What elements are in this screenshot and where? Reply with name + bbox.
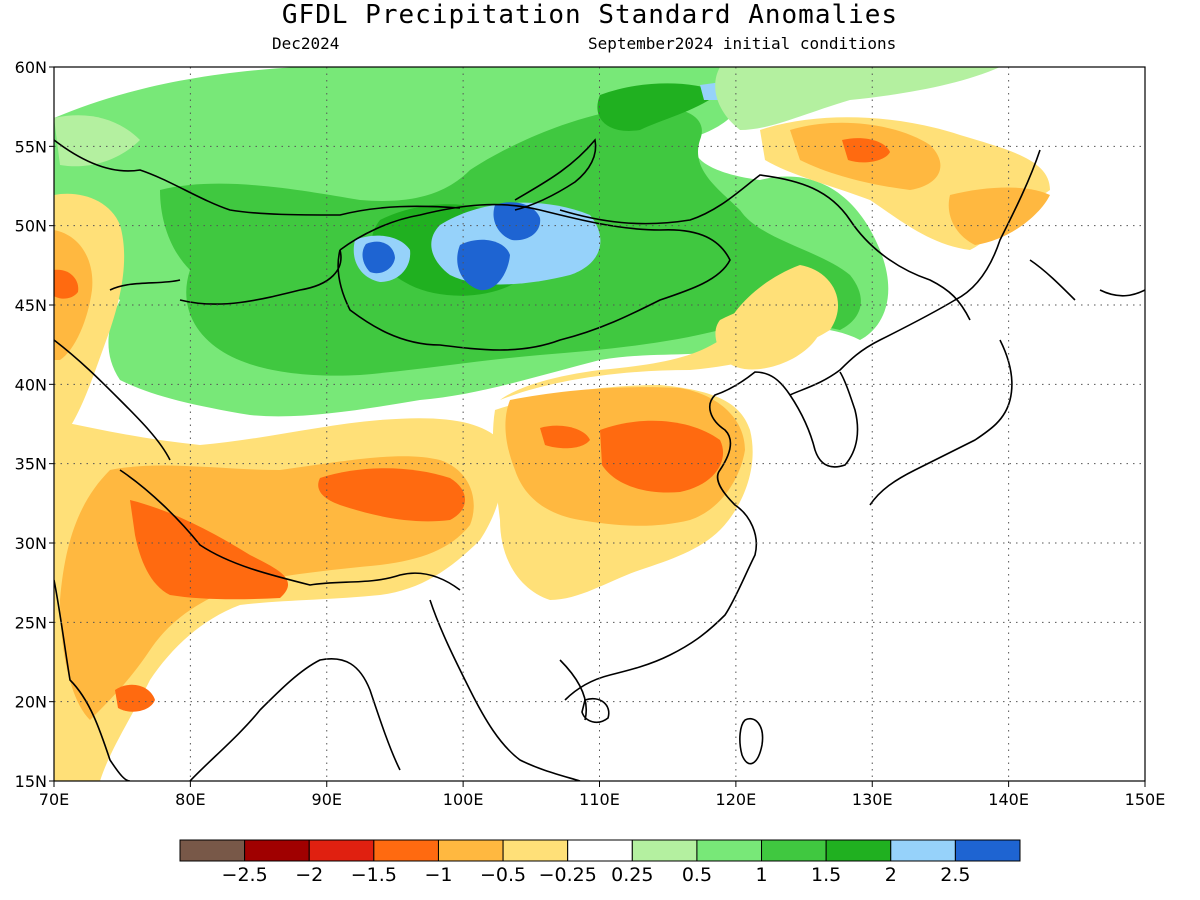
colorbar-label: 1.5: [811, 864, 841, 886]
colorbar-label: −2.5: [222, 864, 268, 886]
japan-outline: [869, 259, 1145, 506]
field-neg-west-strong: [54, 269, 79, 299]
field-neg-northeast-strong: [842, 138, 890, 163]
colorbar-label: 0.5: [682, 864, 712, 886]
field-neg-india-strong: [115, 684, 155, 712]
colorbar-label: 2.5: [940, 864, 970, 886]
colorbar-label: 2: [885, 864, 897, 886]
field-neg-korea: [715, 299, 823, 370]
field-light-green-ne: [715, 67, 1000, 130]
colorbar-swatch: [373, 839, 439, 862]
coastlines: [54, 138, 1145, 781]
colorbar-label: 0.25: [611, 864, 653, 886]
colorbar-swatch: [308, 839, 375, 862]
lat-tick-label: 45N: [15, 296, 47, 315]
himalaya-border: [119, 469, 461, 591]
colorbar-swatch: [567, 839, 633, 862]
lat-tick-label: 55N: [15, 137, 47, 156]
lat-tick-label: 25N: [15, 613, 47, 632]
lake-balkhash: [109, 279, 181, 291]
colorbar-swatch: [502, 839, 569, 862]
valid-month-label: Dec2024: [272, 34, 340, 53]
colorbar-swatch: [437, 839, 504, 862]
lon-tick-label: 90E: [312, 790, 342, 809]
colorbar-swatch: [631, 839, 698, 862]
colorbar-swatch: [890, 839, 956, 862]
east-coast: [564, 149, 1041, 701]
taiwan-outline: [739, 718, 764, 765]
initial-conditions-label: September2024 initial conditions: [588, 34, 897, 53]
field-neg-central-china-strong: [600, 420, 724, 493]
se-asia-outline: [429, 599, 587, 781]
field-dark-blue-3: [362, 241, 395, 274]
central-asia-border: [54, 249, 342, 461]
russia-border: [54, 139, 971, 321]
colorbar-swatch: [179, 839, 246, 862]
lon-tick-label: 80E: [175, 790, 205, 809]
lat-tick-label: 30N: [15, 534, 47, 553]
field-neg-china: [500, 265, 839, 400]
colorbar-swatch: [825, 839, 892, 862]
colorbar-swatch: [761, 839, 827, 862]
field-neg-manchuria: [948, 187, 1050, 245]
colorbar-label: −2: [295, 864, 323, 886]
colorbar-swatch: [696, 839, 763, 862]
colorbar: −2.5 −2 −1.5 −1 −0.5 −0.25 0.25 0.5 1 1.5 2 2.5: [179, 839, 1021, 886]
lat-tick-label: 20N: [15, 693, 47, 712]
colorbar-label: 1: [755, 864, 767, 886]
longitude-ticks: 70E 80E 90E 100E 110E 120E 130E 140E 150E: [39, 781, 1166, 809]
colorbar-label: −0.5: [480, 864, 526, 886]
lon-tick-label: 100E: [443, 790, 484, 809]
field-neg-central-china-strong-2: [540, 425, 590, 449]
lat-tick-label: 50N: [15, 217, 47, 236]
lon-tick-label: 130E: [852, 790, 893, 809]
field-mongolia-green-dark: [597, 83, 720, 131]
colorbar-swatch: [954, 839, 1021, 862]
china-mongolia-border: [337, 203, 731, 351]
field-light-green-nw: [54, 115, 140, 167]
lon-tick-label: 150E: [1125, 790, 1166, 809]
lat-tick-label: 15N: [15, 772, 47, 791]
colorbar-label: −0.25: [539, 864, 597, 886]
latitude-ticks: 15N 20N 25N 30N 35N 40N 45N 50N 55N 60N: [15, 58, 54, 791]
map-title: GFDL Precipitation Standard Anomalies: [281, 0, 899, 30]
lat-tick-label: 40N: [15, 375, 47, 394]
lon-tick-label: 110E: [579, 790, 620, 809]
field-dark-blue-2: [493, 202, 541, 241]
colorbar-label: −1: [424, 864, 452, 886]
anomaly-shading: [54, 67, 1145, 781]
india-outline: [54, 579, 401, 781]
field-neg-tibet-strong-2: [318, 468, 465, 522]
lon-tick-label: 140E: [988, 790, 1029, 809]
colorbar-label: −1.5: [351, 864, 397, 886]
colorbar-swatch: [244, 839, 310, 862]
lat-tick-label: 35N: [15, 455, 47, 474]
lake-baikal: [514, 138, 597, 211]
hainan-outline: [581, 698, 610, 724]
lon-tick-label: 70E: [39, 790, 69, 809]
lat-tick-label: 60N: [15, 58, 47, 77]
korea-outline: [789, 371, 859, 468]
lon-tick-label: 120E: [716, 790, 757, 809]
field-dark-blue-1: [457, 239, 510, 291]
